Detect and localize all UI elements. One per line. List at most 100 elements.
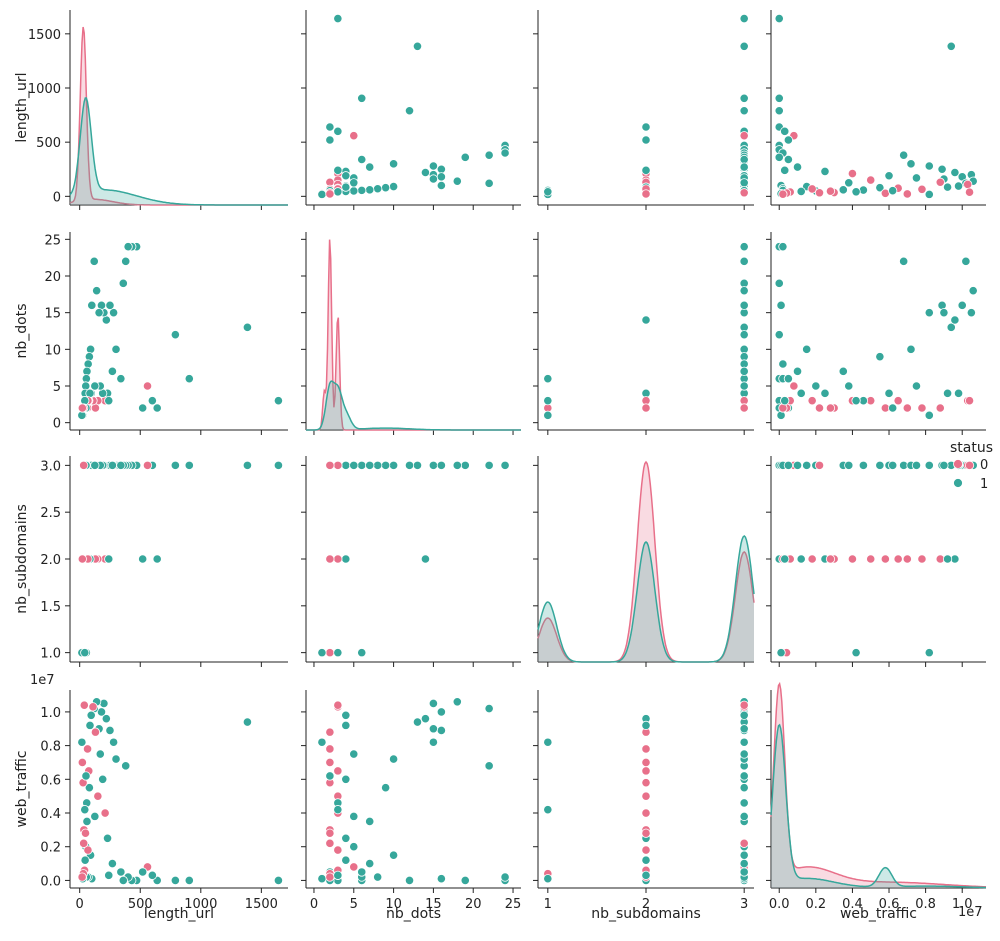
point-status-1	[80, 648, 90, 658]
point-status-1	[107, 460, 117, 470]
kde-line-status-1	[69, 97, 288, 206]
y-tick-label: 0.4	[40, 807, 61, 822]
point-status-1	[899, 150, 909, 160]
point-status-1	[780, 126, 790, 136]
point-status-1	[484, 150, 494, 160]
point-status-1	[946, 41, 956, 51]
point-status-0	[79, 700, 89, 710]
point-status-1	[739, 106, 749, 116]
point-status-1	[543, 874, 553, 884]
point-status-1	[104, 870, 114, 880]
point-status-0	[917, 184, 927, 194]
point-status-1	[325, 771, 335, 781]
point-status-1	[739, 771, 749, 781]
point-status-1	[641, 135, 651, 145]
point-status-1	[820, 388, 830, 398]
kde-fill-status-1	[771, 724, 986, 888]
point-status-1	[739, 366, 749, 376]
point-status-1	[111, 754, 121, 764]
point-status-1	[776, 648, 786, 658]
point-status-1	[85, 720, 95, 730]
point-status-0	[902, 189, 912, 199]
point-status-1	[884, 388, 894, 398]
kde-fill-status-0	[70, 27, 288, 205]
point-status-1	[739, 811, 749, 821]
panel-length_url-vs-length_url: 0 500 1000 1500	[28, 10, 288, 210]
point-status-1	[924, 308, 934, 318]
point-status-1	[500, 872, 510, 882]
point-status-1	[924, 410, 934, 420]
point-status-0	[325, 757, 335, 768]
point-status-1	[783, 374, 793, 384]
point-status-0	[739, 838, 749, 848]
point-status-1	[147, 870, 157, 880]
point-status-1	[317, 189, 327, 199]
point-status-1	[242, 460, 253, 470]
point-status-0	[333, 700, 343, 710]
point-status-1	[412, 460, 423, 470]
point-status-1	[428, 737, 439, 747]
point-status-1	[739, 93, 749, 103]
point-status-0	[935, 177, 945, 187]
point-status-1	[780, 165, 790, 175]
panel-nb_subdomains-vs-length_url: 1.0 1.5 2.0 2.5 3.0	[40, 456, 288, 667]
point-status-1	[939, 460, 949, 470]
point-status-1	[373, 872, 383, 882]
point-status-1	[84, 783, 94, 793]
point-status-1	[942, 554, 953, 564]
point-status-1	[357, 460, 367, 470]
point-status-0	[825, 554, 836, 564]
point-status-1	[273, 396, 284, 406]
point-status-1	[118, 278, 128, 288]
panel-nb_subdomains-vs-web_traffic	[766, 456, 986, 667]
point-status-1	[89, 256, 99, 266]
point-status-1	[484, 460, 494, 470]
point-status-1	[138, 403, 148, 413]
point-status-1	[942, 388, 953, 398]
x-tick-label: 500	[128, 897, 153, 912]
point-status-1	[428, 698, 439, 709]
point-status-1	[388, 850, 399, 860]
y-tick-label: 2.0	[40, 553, 61, 568]
point-status-1	[543, 374, 553, 384]
y-tick-label: 2.5	[40, 506, 61, 521]
point-status-0	[739, 700, 749, 710]
point-status-1	[404, 106, 415, 116]
point-status-1	[500, 460, 510, 470]
y-axis-label-web_traffic: web_traffic	[14, 750, 30, 827]
point-status-1	[365, 816, 375, 827]
point-status-1	[109, 737, 119, 747]
point-status-1	[641, 165, 651, 175]
point-status-1	[739, 749, 749, 759]
point-status-1	[365, 185, 375, 195]
point-status-1	[774, 13, 784, 24]
point-status-1	[844, 178, 854, 188]
point-status-1	[961, 256, 971, 266]
point-status-1	[404, 875, 415, 886]
point-status-1	[739, 178, 749, 188]
point-status-0	[814, 188, 825, 198]
point-status-1	[783, 460, 793, 470]
point-status-1	[170, 330, 180, 340]
point-status-1	[184, 875, 194, 886]
point-status-0	[88, 702, 98, 712]
point-status-1	[333, 648, 343, 658]
point-status-1	[452, 176, 462, 186]
point-status-0	[77, 403, 87, 413]
kde-fill-status-0	[538, 462, 754, 662]
panel-nb_subdomains-vs-nb_dots	[301, 456, 521, 667]
panel-web_traffic-vs-nb_dots: 0 5 10 15 20 25	[301, 690, 521, 912]
point-status-1	[357, 648, 367, 658]
point-status-1	[381, 183, 391, 193]
x-tick-label: 5	[350, 897, 358, 912]
point-status-0	[77, 872, 87, 882]
x-tick-label: 1.0	[952, 897, 973, 912]
point-status-1	[80, 805, 90, 815]
point-status-1	[939, 308, 949, 318]
point-status-1	[388, 460, 399, 470]
x-tick-label: 20	[465, 897, 482, 912]
point-status-1	[460, 152, 470, 162]
point-status-0	[739, 131, 749, 141]
point-status-1	[111, 344, 121, 354]
